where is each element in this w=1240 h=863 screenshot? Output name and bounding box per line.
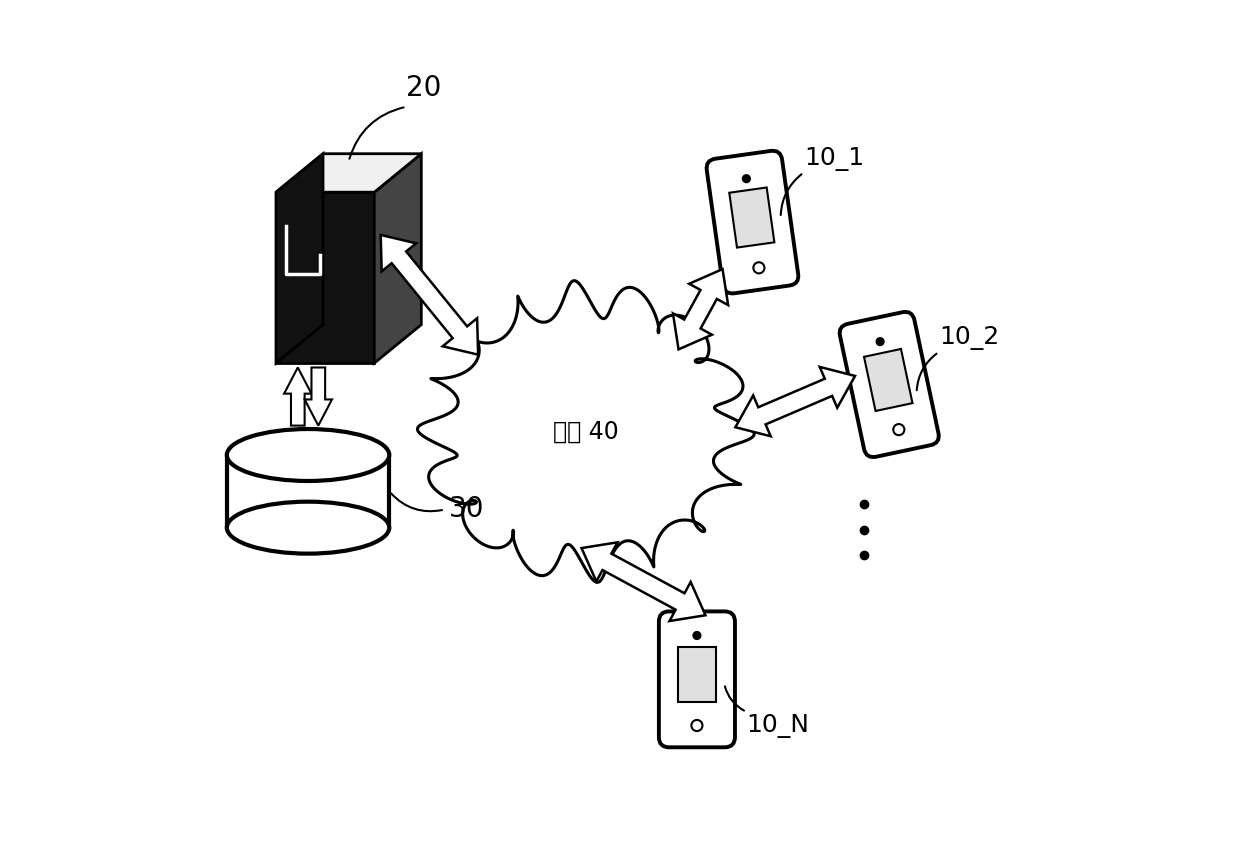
Circle shape (877, 337, 884, 345)
Ellipse shape (227, 501, 389, 554)
Circle shape (693, 632, 701, 639)
Circle shape (692, 720, 703, 731)
Circle shape (754, 262, 764, 274)
FancyBboxPatch shape (707, 151, 799, 293)
Polygon shape (277, 192, 374, 363)
Polygon shape (284, 368, 311, 425)
Text: 10_N: 10_N (746, 714, 810, 738)
FancyBboxPatch shape (839, 312, 939, 457)
Circle shape (743, 175, 750, 183)
Polygon shape (277, 154, 322, 363)
Bar (864, 349, 913, 411)
Polygon shape (305, 368, 332, 425)
Text: 10_1: 10_1 (804, 147, 864, 171)
Polygon shape (418, 280, 754, 583)
FancyBboxPatch shape (658, 611, 735, 747)
Text: 10_2: 10_2 (939, 326, 999, 350)
Text: 网络 40: 网络 40 (553, 419, 619, 444)
Polygon shape (582, 542, 706, 621)
Polygon shape (277, 154, 422, 192)
Ellipse shape (227, 429, 389, 481)
Bar (678, 647, 715, 702)
Polygon shape (673, 269, 728, 350)
Text: 30: 30 (449, 495, 485, 524)
Text: 20: 20 (407, 74, 441, 103)
Polygon shape (374, 154, 422, 363)
FancyBboxPatch shape (227, 455, 389, 527)
Bar (729, 187, 775, 248)
Polygon shape (735, 367, 856, 437)
Polygon shape (381, 235, 479, 355)
Circle shape (893, 424, 904, 435)
